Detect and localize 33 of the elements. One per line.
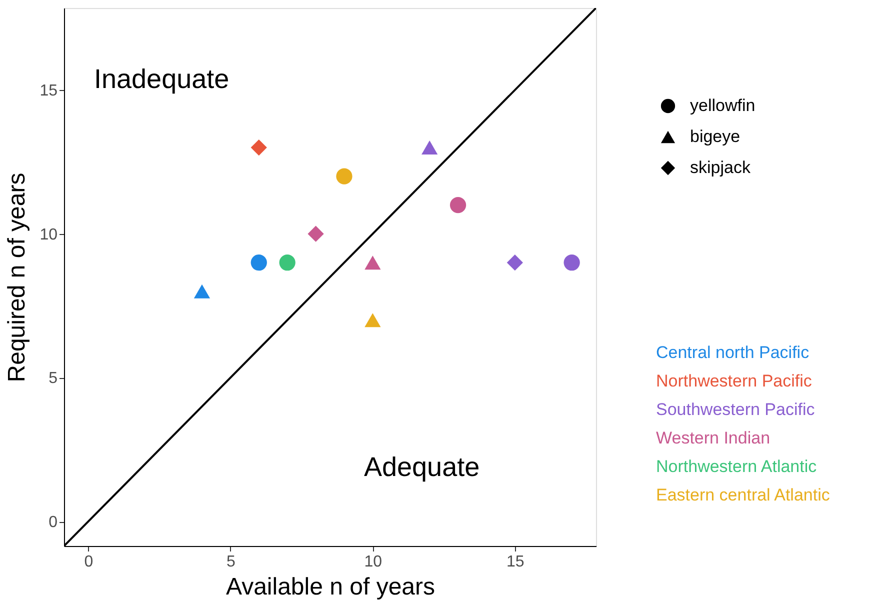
point [336, 168, 352, 184]
text: Southwestern Pacific [656, 400, 816, 419]
point [450, 197, 466, 214]
legend-label: yellowfin [690, 96, 756, 115]
point [364, 313, 381, 328]
point [506, 254, 523, 271]
point [422, 140, 438, 155]
point [564, 254, 580, 271]
x-tick-label: 15 [506, 554, 524, 570]
point [250, 254, 267, 271]
legend-label: skipjack [690, 158, 751, 177]
point [194, 284, 210, 298]
y-tick-label: 5 [48, 370, 58, 388]
text: Western Indian [656, 428, 770, 448]
x-tick-label: 10 [364, 554, 382, 570]
point [279, 254, 296, 271]
y-axis-title: Required n of years [4, 172, 31, 382]
point [250, 139, 267, 156]
y-tick-label: 15 [40, 82, 58, 100]
annotation: Adequate [364, 452, 480, 482]
x-axis-title: Available n of years [226, 574, 436, 600]
legend-label: bigeye [690, 127, 740, 146]
x-tick-label: 5 [226, 554, 236, 570]
y-tick-label: 0 [48, 514, 58, 532]
y-tick-label: 10 [40, 226, 58, 244]
text: Central north Pacific [656, 343, 810, 362]
point [308, 226, 324, 242]
x-tick-label: 0 [84, 554, 94, 570]
point [364, 256, 381, 270]
text: Northwestern Pacific [656, 372, 812, 390]
text: Northwestern Atlantic [656, 457, 818, 476]
text: Eastern central Atlantic [656, 486, 830, 504]
annotation: Inadequate [94, 64, 230, 94]
